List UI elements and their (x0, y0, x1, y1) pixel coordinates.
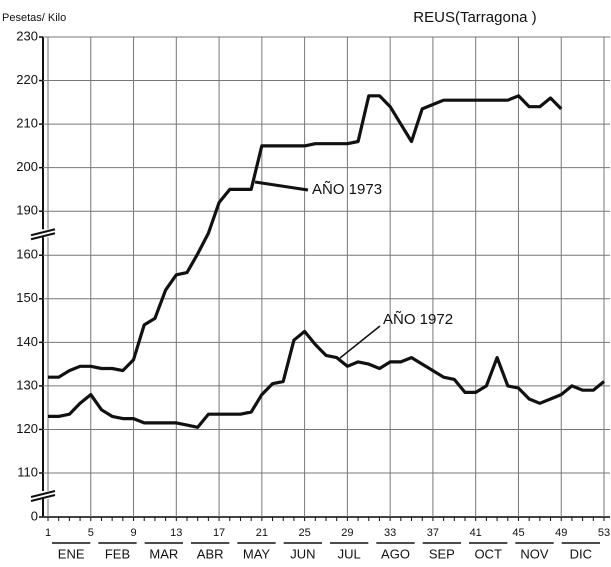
x-category-label: ENE (58, 546, 85, 561)
x-category-label: MAY (243, 546, 271, 561)
x-tick-label: 45 (512, 527, 524, 539)
y-tick-label: 0 (31, 508, 38, 523)
x-tick-label: 53 (598, 527, 610, 539)
x-category-label: NOV (520, 546, 549, 561)
x-tick-label: 25 (298, 527, 310, 539)
break-mark (30, 228, 56, 237)
y-tick-label: 160 (16, 247, 38, 262)
y-tick-label: 150 (16, 290, 38, 305)
y-tick-label: 120 (16, 421, 38, 436)
x-tick-label: 33 (384, 527, 396, 539)
series-line (48, 94, 563, 379)
x-tick-label: 29 (341, 527, 353, 539)
x-tick-label: 5 (88, 527, 94, 539)
x-category-label: JUL (338, 546, 361, 561)
x-tick-label: 49 (555, 527, 567, 539)
x-category-label: OCT (474, 546, 502, 561)
annotation: AÑO 1973 (312, 181, 382, 198)
y-tick-label: 110 (17, 464, 38, 479)
y-axis-label: Pesetas/ Kilo (2, 12, 66, 24)
x-category-label: FEB (105, 546, 130, 561)
annotation: AÑO 1972 (383, 311, 453, 328)
x-tick-label: 9 (130, 527, 136, 539)
x-category-label: AGO (381, 546, 410, 561)
x-tick-label: 41 (470, 527, 482, 539)
y-tick-label: 200 (16, 159, 38, 174)
x-category-label: DIC (570, 546, 592, 561)
x-tick-label: 21 (256, 527, 268, 539)
x-category-label: SEP (429, 546, 455, 561)
x-tick-label: 1 (45, 527, 51, 539)
break-mark (30, 494, 56, 502)
y-tick-label: 130 (16, 377, 38, 392)
x-tick-label: 37 (427, 527, 439, 539)
x-category-label: ABR (197, 546, 224, 561)
series-line (48, 329, 606, 429)
chart-title: REUS(Tarragona ) (413, 9, 536, 26)
break-mark (30, 232, 56, 241)
y-tick-label: 210 (16, 116, 38, 131)
y-tick-label: 220 (16, 72, 38, 87)
x-category-label: MAR (149, 546, 178, 561)
annotation-leader (254, 180, 309, 192)
y-tick-label: 140 (16, 334, 38, 349)
x-category-label: JUN (290, 546, 315, 561)
annotation-leader (339, 325, 381, 359)
x-tick-label: 13 (170, 527, 182, 539)
x-tick-label: 17 (213, 527, 225, 539)
y-tick-label: 230 (16, 28, 38, 43)
y-tick-label: 190 (16, 203, 38, 218)
break-mark (30, 490, 56, 498)
